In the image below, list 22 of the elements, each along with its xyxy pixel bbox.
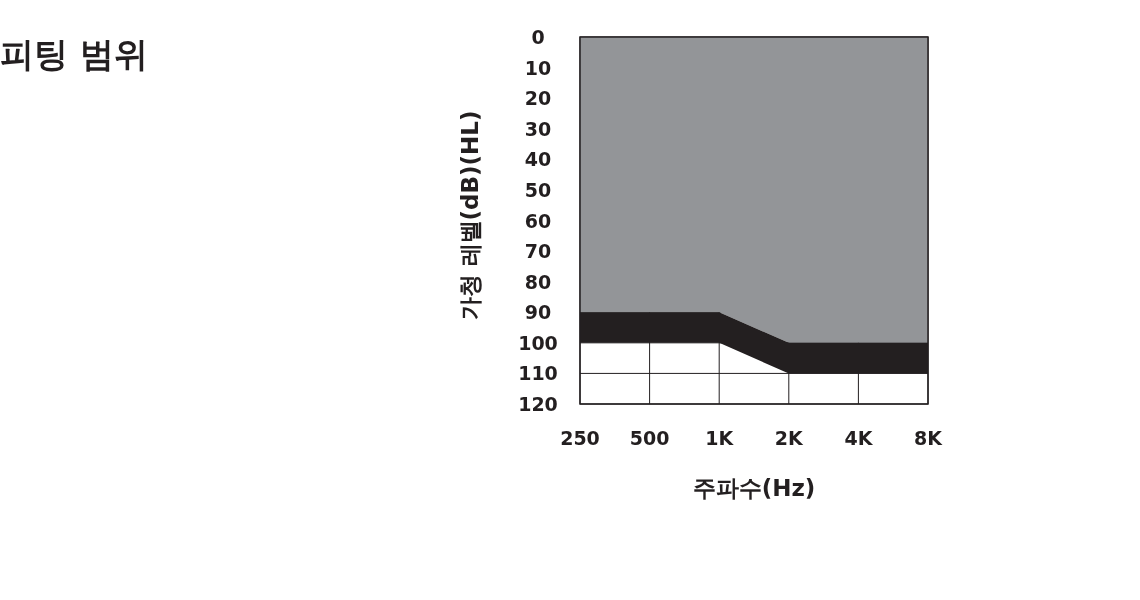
- x-tick-label: 4K: [844, 427, 874, 449]
- x-tick-label: 250: [560, 427, 600, 449]
- y-tick-label: 50: [524, 178, 552, 201]
- y-tick-label: 60: [524, 209, 552, 232]
- y-tick-label: 40: [524, 148, 552, 171]
- y-tick-label: 10: [524, 56, 552, 79]
- x-tick-label: 2K: [774, 427, 805, 449]
- y-tick-label: 0: [531, 26, 545, 48]
- y-tick-label: 100: [518, 331, 558, 354]
- x-tick-label: 8K: [914, 427, 944, 449]
- y-tick-label: 80: [524, 270, 552, 293]
- y-tick-label: 120: [518, 393, 558, 415]
- y-tick-label: 30: [524, 117, 552, 140]
- y-axis-title: 가청 레벨(dB)(HL): [457, 110, 483, 321]
- y-tick-label: 90: [524, 301, 552, 324]
- y-tick-label: 20: [524, 87, 552, 110]
- x-tick-label: 1K: [705, 427, 735, 449]
- x-axis-title: 주파수(Hz): [692, 475, 816, 501]
- y-tick-label: 110: [518, 362, 558, 385]
- x-tick-label: 500: [629, 427, 670, 449]
- text: 피팅 범위: [0, 34, 148, 74]
- y-tick-label: 70: [524, 240, 552, 263]
